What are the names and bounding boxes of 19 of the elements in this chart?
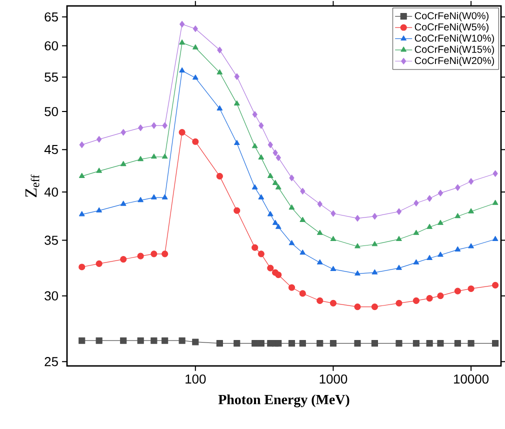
y-axis-title: Z$_{eff}$ — [25, 174, 40, 198]
y-tick-label: 60 — [44, 41, 58, 50]
y-tick-label: 45 — [44, 145, 58, 154]
legend-label: CoCrFeNi(W0%) — [414, 12, 488, 22]
legend-label: CoCrFeNi(W20%) — [414, 56, 494, 66]
y-tick-label: 65 — [44, 12, 58, 22]
legend-label: CoCrFeNi(W5%) — [414, 23, 488, 32]
x-tick-label: 10000 — [454, 374, 489, 384]
y-tick-label: 35 — [44, 236, 58, 245]
x-tick-label: 1000 — [320, 374, 348, 384]
y-tick-label: 50 — [44, 106, 58, 116]
y-tick-label: 25 — [44, 357, 58, 366]
x-tick-label: 100 — [186, 374, 206, 384]
x-axis-title: Photon Energy (MeV) — [218, 394, 350, 408]
y-tick-label: 30 — [44, 291, 58, 300]
legend-label: CoCrFeNi(W15%) — [414, 46, 494, 55]
y-tick-label: 40 — [44, 187, 58, 197]
y-tick-label: 55 — [44, 72, 58, 82]
legend-label: CoCrFeNi(W10%) — [414, 34, 494, 44]
